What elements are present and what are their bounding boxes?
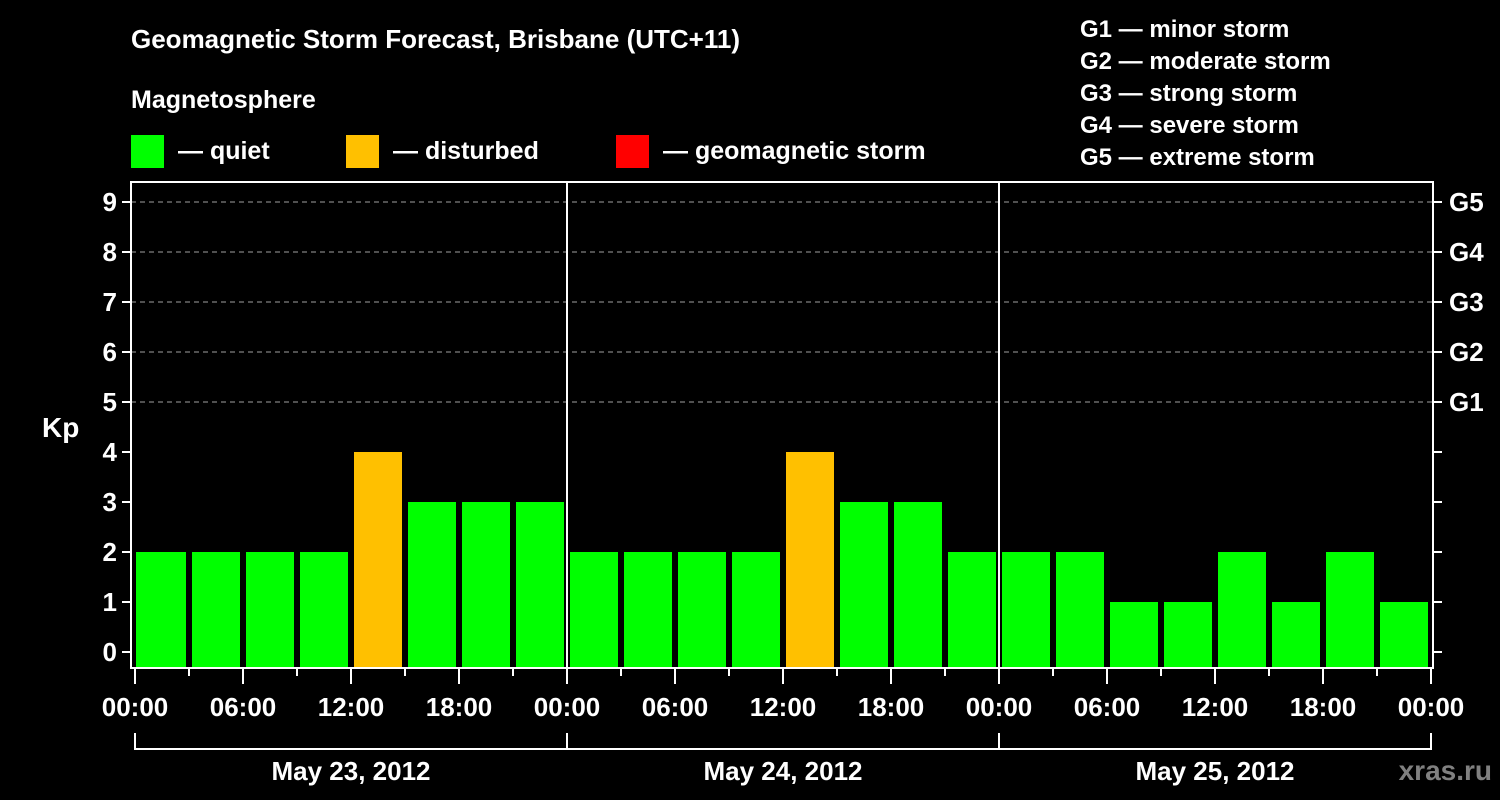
svg-text:6: 6 [103,337,117,367]
bar-quiet [1002,552,1050,667]
bar-quiet [1056,552,1104,667]
svg-text:18:00: 18:00 [426,692,493,722]
date-brackets: May 23, 2012 May 24, 2012 May 25, 2012 [134,733,1432,786]
svg-text:12:00: 12:00 [750,692,817,722]
svg-text:12:00: 12:00 [318,692,385,722]
g-scale-axis: G1 G2 G3 G4 G5 [1433,187,1484,653]
legend-label-disturbed: — disturbed [393,136,539,165]
legend-swatch-storm [616,134,649,168]
svg-text:06:00: 06:00 [210,692,277,722]
bar-quiet [300,552,348,667]
svg-text:00:00: 00:00 [534,692,601,722]
y-axis-label: Kp [42,412,80,443]
bar-quiet [624,552,672,667]
bar-quiet [1164,602,1212,667]
svg-text:0: 0 [103,637,117,667]
bar-quiet [1326,552,1374,667]
svg-text:May 25, 2012: May 25, 2012 [1135,756,1294,786]
bar-quiet [570,552,618,667]
svg-text:00:00: 00:00 [966,692,1033,722]
y-axis-ticks: 0 1 2 3 4 5 6 7 8 9 [103,187,131,667]
svg-text:00:00: 00:00 [102,692,169,722]
scale-g4: G4 — severe storm [1080,112,1299,139]
bar-quiet [840,502,888,667]
svg-text:18:00: 18:00 [858,692,925,722]
svg-text:12:00: 12:00 [1182,692,1249,722]
storm-scale-legend: G1 — minor storm G2 — moderate storm G3 … [1080,14,1331,174]
bar-quiet [462,502,510,667]
bar-quiet [1110,602,1158,667]
scale-g1: G1 — minor storm [1080,16,1290,43]
svg-text:8: 8 [103,237,117,267]
legend-storm: — geomagnetic storm [616,134,926,168]
scale-g2: G2 — moderate storm [1080,48,1331,75]
svg-text:2: 2 [103,537,117,567]
bar-quiet [192,552,240,667]
svg-text:3: 3 [103,487,117,517]
bar-quiet [678,552,726,667]
legend-disturbed: — disturbed [346,134,539,168]
svg-text:1: 1 [103,587,117,617]
scale-g5: G5 — extreme storm [1080,144,1315,171]
bar-quiet [1380,602,1428,667]
legend-label-quiet: — quiet [178,136,270,165]
bar-disturbed [786,452,834,667]
svg-text:May 23, 2012: May 23, 2012 [271,756,430,786]
chart-subtitle: Magnetosphere [131,86,316,114]
svg-text:G3: G3 [1449,287,1484,317]
bar-quiet [246,552,294,667]
svg-text:5: 5 [103,387,117,417]
bar-quiet [516,502,564,667]
bar-quiet [894,502,942,667]
bars [136,452,1428,667]
svg-text:18:00: 18:00 [1290,692,1357,722]
svg-text:06:00: 06:00 [1074,692,1141,722]
legend-swatch-quiet [131,134,164,168]
bar-quiet [732,552,780,667]
bar-disturbed [354,452,402,667]
bar-quiet [948,552,996,667]
svg-text:May 24, 2012: May 24, 2012 [703,756,862,786]
svg-text:G4: G4 [1449,237,1484,267]
scale-g3: G3 — strong storm [1080,80,1298,107]
bar-quiet [136,552,186,667]
svg-text:4: 4 [103,437,118,467]
bar-quiet [408,502,456,667]
watermark: xras.ru [1398,755,1492,786]
svg-text:G2: G2 [1449,337,1484,367]
svg-text:00:00: 00:00 [1398,692,1465,722]
svg-text:G5: G5 [1449,187,1484,217]
legend-label-storm: — geomagnetic storm [663,136,926,165]
bar-quiet [1272,602,1320,667]
svg-text:G1: G1 [1449,387,1484,417]
legend-swatch-disturbed [346,134,379,168]
x-axis-ticks: 00:00 06:00 12:00 18:00 00:00 06:00 12:00 18:00… [102,668,1465,722]
bar-quiet [1218,552,1266,667]
chart-title: Geomagnetic Storm Forecast, Brisbane (UT… [131,24,741,54]
svg-text:7: 7 [103,287,117,317]
legend-quiet: — quiet [131,134,270,168]
grid-lines [131,201,1433,403]
svg-text:9: 9 [103,187,117,217]
svg-text:06:00: 06:00 [642,692,709,722]
